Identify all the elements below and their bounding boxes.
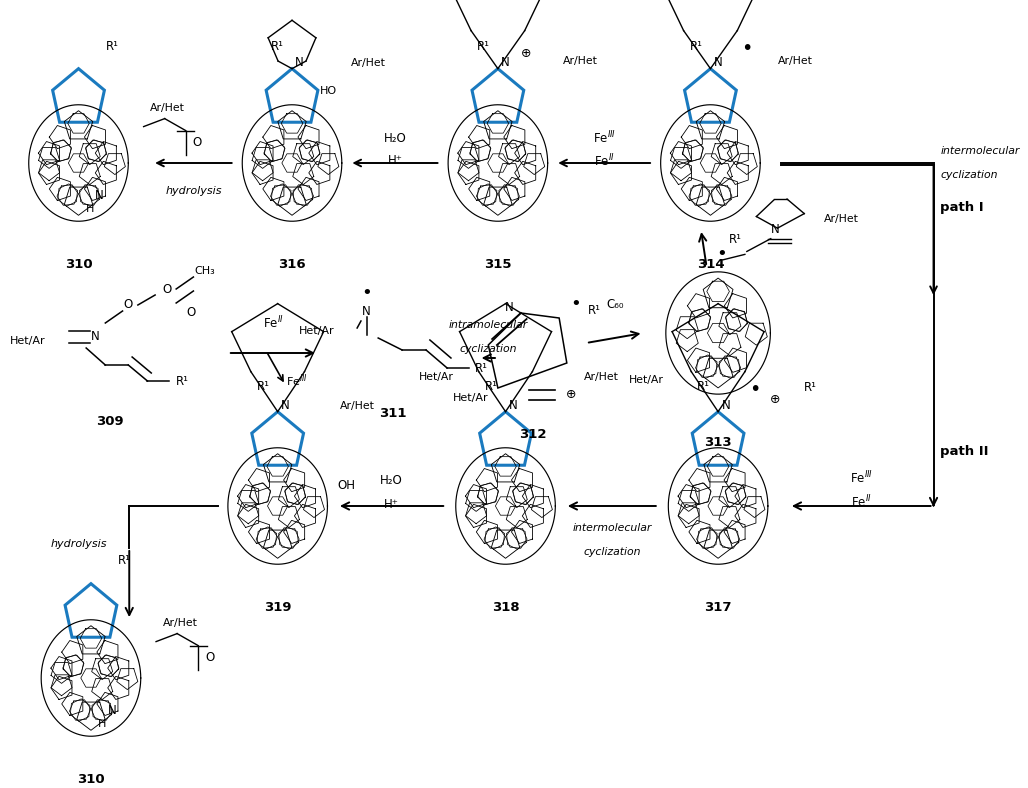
Text: R¹: R¹ [804,381,817,394]
Text: O: O [192,136,201,149]
Text: 312: 312 [519,429,547,441]
Text: Ar/Het: Ar/Het [162,619,197,628]
Text: ⊕: ⊕ [521,47,531,60]
Text: 311: 311 [378,407,406,419]
Text: •: • [361,284,372,302]
Text: •: • [741,39,752,58]
Text: H: H [85,204,95,214]
Text: Ar/Het: Ar/Het [563,56,598,65]
Text: R¹: R¹ [484,380,498,393]
Text: cyclization: cyclization [583,547,640,557]
Text: intramolecular: intramolecular [448,320,528,330]
Text: 313: 313 [704,436,732,449]
Text: HO: HO [320,86,337,95]
Text: Fe$^{III}$: Fe$^{III}$ [850,470,873,486]
Text: R¹: R¹ [588,303,601,317]
Text: Fe$^{II}$: Fe$^{II}$ [262,314,284,331]
Text: Het/Ar: Het/Ar [629,374,664,385]
Text: Fe$^{III}$: Fe$^{III}$ [286,373,307,389]
Text: N: N [362,304,371,318]
Text: R¹: R¹ [118,555,131,567]
Text: Fe$^{II}$: Fe$^{II}$ [594,153,615,169]
Text: R¹: R¹ [475,362,488,374]
Text: OH: OH [337,478,356,492]
Text: cyclization: cyclization [941,170,998,180]
Text: N: N [96,189,104,202]
Text: Ar/Het: Ar/Het [823,214,858,225]
Text: 310: 310 [65,258,93,271]
Text: R¹: R¹ [257,380,269,393]
Text: cyclization: cyclization [460,344,517,354]
Text: H⁺: H⁺ [384,497,399,511]
Text: CH₃: CH₃ [194,266,215,276]
Text: H₂O: H₂O [380,474,403,488]
Text: R¹: R¹ [690,39,702,53]
Text: N: N [509,400,517,412]
Text: 314: 314 [697,258,725,271]
Text: Ar/Het: Ar/Het [584,372,619,381]
Text: Ar/Het: Ar/Het [777,56,812,65]
Text: O: O [205,651,214,664]
Text: Fe$^{II}$: Fe$^{II}$ [851,494,872,511]
Text: R¹: R¹ [106,39,118,53]
Text: H₂O: H₂O [383,132,406,144]
Text: hydrolysis: hydrolysis [166,186,222,196]
Text: 310: 310 [77,773,105,786]
Text: 316: 316 [279,258,306,271]
Text: •: • [717,245,727,263]
Text: hydrolysis: hydrolysis [50,539,107,549]
Text: N: N [91,330,100,344]
Text: R¹: R¹ [729,232,742,246]
Text: Het/Ar: Het/Ar [419,372,454,381]
Text: N: N [505,300,514,314]
Text: ⊕: ⊕ [770,393,781,406]
Text: 315: 315 [484,258,512,271]
Text: 319: 319 [264,601,291,614]
Text: N: N [722,400,730,412]
Text: R¹: R¹ [477,39,490,53]
Text: intermolecular: intermolecular [573,523,652,533]
Text: O: O [123,299,133,311]
Text: H: H [99,719,107,729]
Text: 317: 317 [704,601,732,614]
Text: R¹: R¹ [271,39,284,53]
Text: H⁺: H⁺ [388,154,402,168]
Text: N: N [502,56,510,69]
Text: 309: 309 [97,414,124,428]
Text: path II: path II [941,444,989,458]
Text: Ar/Het: Ar/Het [150,103,185,113]
Text: •: • [748,380,760,400]
Text: N: N [108,704,116,717]
Text: •: • [571,295,581,313]
Text: Het/Ar: Het/Ar [452,393,488,403]
Text: O: O [187,307,196,319]
Text: Ar/Het: Ar/Het [340,400,375,411]
Text: C₆₀: C₆₀ [605,299,623,311]
Text: R¹: R¹ [176,374,188,388]
Text: path I: path I [941,202,984,214]
Text: N: N [281,400,290,412]
Text: Ar/Het: Ar/Het [352,58,387,68]
Text: N: N [771,223,780,236]
Text: Het/Ar: Het/Ar [9,336,45,346]
Text: N: N [295,56,304,69]
Text: Het/Ar: Het/Ar [299,326,334,336]
Text: O: O [162,283,172,296]
Text: intermolecular: intermolecular [941,146,1020,156]
Text: Fe$^{III}$: Fe$^{III}$ [592,130,616,147]
Text: R¹: R¹ [697,380,710,393]
Text: 318: 318 [491,601,519,614]
Text: N: N [713,56,723,69]
Text: ⊕: ⊕ [565,388,576,401]
